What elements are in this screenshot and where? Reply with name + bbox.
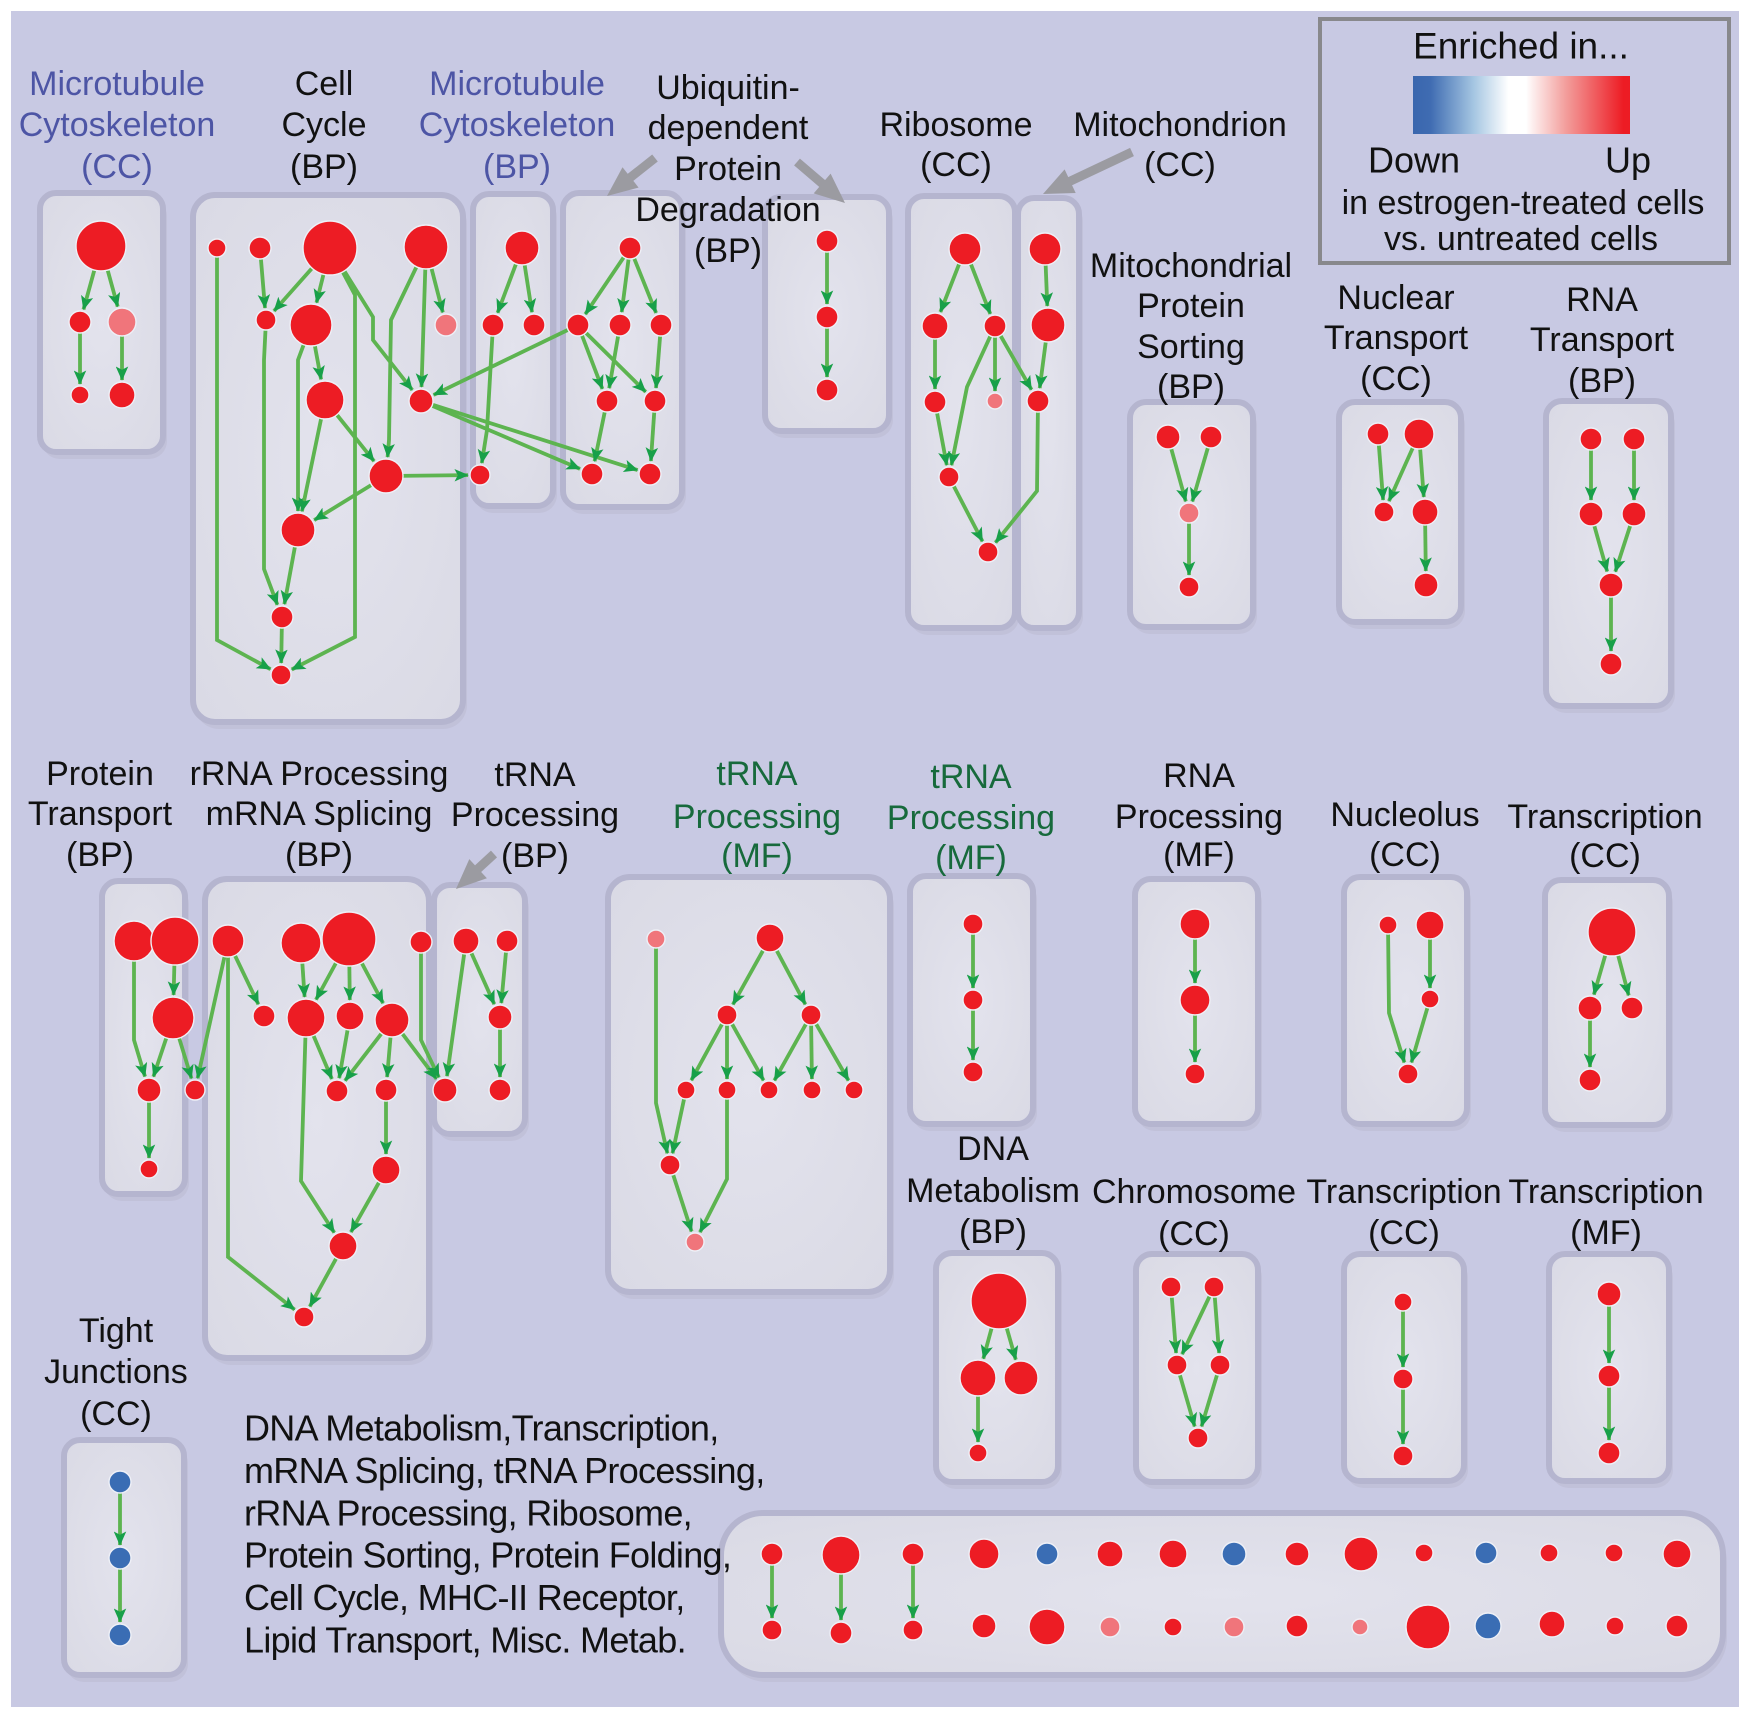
svg-text:Cytoskeleton: Cytoskeleton: [19, 106, 216, 144]
svg-text:Nucleolus: Nucleolus: [1330, 796, 1479, 834]
svg-text:(CC): (CC): [1569, 837, 1641, 875]
svg-text:Metabolism: Metabolism: [906, 1172, 1080, 1210]
svg-text:(MF): (MF): [721, 837, 793, 875]
svg-text:(BP): (BP): [285, 836, 353, 874]
svg-text:vs. untreated cells: vs. untreated cells: [1384, 220, 1658, 258]
svg-text:Mitochondrial: Mitochondrial: [1090, 247, 1292, 285]
svg-text:(BP): (BP): [66, 836, 134, 874]
svg-text:(MF): (MF): [1163, 836, 1235, 874]
svg-text:(MF): (MF): [935, 839, 1007, 877]
svg-text:Ubiquitin-: Ubiquitin-: [656, 69, 800, 107]
svg-text:(CC): (CC): [1368, 1214, 1440, 1252]
svg-text:Enriched in...: Enriched in...: [1413, 26, 1629, 67]
svg-text:Microtubule: Microtubule: [29, 65, 205, 103]
svg-text:tRNA: tRNA: [494, 756, 576, 794]
svg-text:(BP): (BP): [1568, 362, 1636, 400]
svg-text:Transcription: Transcription: [1507, 798, 1702, 836]
svg-text:tRNA: tRNA: [930, 758, 1012, 796]
svg-text:Protein: Protein: [1137, 287, 1245, 325]
svg-text:(CC): (CC): [81, 148, 153, 186]
svg-text:tRNA: tRNA: [716, 755, 798, 793]
svg-text:Junctions: Junctions: [44, 1353, 188, 1391]
svg-text:Degradation: Degradation: [635, 191, 820, 229]
svg-text:Cell: Cell: [295, 65, 354, 103]
svg-text:Cell Cycle, MHC-II Receptor,: Cell Cycle, MHC-II Receptor,: [244, 1577, 685, 1618]
svg-text:Transport: Transport: [28, 795, 173, 833]
svg-text:RNA: RNA: [1163, 757, 1235, 795]
svg-text:Cycle: Cycle: [281, 106, 366, 144]
svg-text:(CC): (CC): [1360, 360, 1432, 398]
svg-text:Ribosome: Ribosome: [879, 106, 1032, 144]
svg-text:(CC): (CC): [1144, 146, 1216, 184]
svg-text:DNA Metabolism,Transcription,: DNA Metabolism,Transcription,: [244, 1408, 719, 1449]
svg-text:Sorting: Sorting: [1137, 328, 1245, 366]
svg-text:DNA: DNA: [957, 1130, 1029, 1168]
svg-text:dependent: dependent: [648, 109, 809, 147]
svg-text:mRNA Splicing, tRNA Processing: mRNA Splicing, tRNA Processing,: [244, 1450, 765, 1491]
svg-text:rRNA Processing: rRNA Processing: [190, 755, 449, 793]
svg-text:Transcription: Transcription: [1306, 1173, 1501, 1211]
svg-text:Transport: Transport: [1324, 319, 1469, 357]
svg-text:Protein: Protein: [674, 150, 782, 188]
svg-text:mRNA Splicing: mRNA Splicing: [206, 795, 433, 833]
svg-text:in estrogen-treated cells: in estrogen-treated cells: [1342, 184, 1705, 222]
svg-text:Microtubule: Microtubule: [429, 65, 605, 103]
svg-text:Up: Up: [1605, 140, 1651, 181]
svg-text:Protein Sorting, Protein Foldi: Protein Sorting, Protein Folding,: [244, 1535, 731, 1576]
svg-text:Cytoskeleton: Cytoskeleton: [419, 106, 616, 144]
svg-text:(BP): (BP): [290, 148, 358, 186]
svg-text:Protein: Protein: [46, 755, 154, 793]
svg-text:(BP): (BP): [1157, 368, 1225, 406]
svg-text:Down: Down: [1368, 140, 1460, 181]
svg-text:Lipid Transport, Misc. Metab.: Lipid Transport, Misc. Metab.: [244, 1620, 686, 1661]
svg-text:(BP): (BP): [959, 1213, 1027, 1251]
svg-text:(CC): (CC): [80, 1395, 152, 1433]
svg-text:Processing: Processing: [451, 796, 619, 834]
svg-text:Processing: Processing: [1115, 798, 1283, 836]
svg-text:Nuclear: Nuclear: [1337, 279, 1454, 317]
svg-text:(CC): (CC): [1369, 836, 1441, 874]
svg-text:(BP): (BP): [501, 837, 569, 875]
svg-text:(CC): (CC): [920, 146, 992, 184]
svg-text:Transport: Transport: [1530, 321, 1675, 359]
svg-text:Chromosome: Chromosome: [1092, 1173, 1296, 1211]
svg-text:Transcription: Transcription: [1508, 1173, 1703, 1211]
svg-text:Mitochondrion: Mitochondrion: [1073, 106, 1287, 144]
svg-text:Processing: Processing: [673, 798, 841, 836]
svg-text:(BP): (BP): [694, 232, 762, 270]
svg-text:Tight: Tight: [79, 1312, 154, 1350]
svg-text:rRNA Processing, Ribosome,: rRNA Processing, Ribosome,: [244, 1492, 692, 1533]
svg-text:(BP): (BP): [483, 148, 551, 186]
svg-text:(MF): (MF): [1570, 1214, 1642, 1252]
svg-text:(CC): (CC): [1158, 1215, 1230, 1253]
svg-text:RNA: RNA: [1566, 281, 1638, 319]
svg-text:Processing: Processing: [887, 799, 1055, 837]
